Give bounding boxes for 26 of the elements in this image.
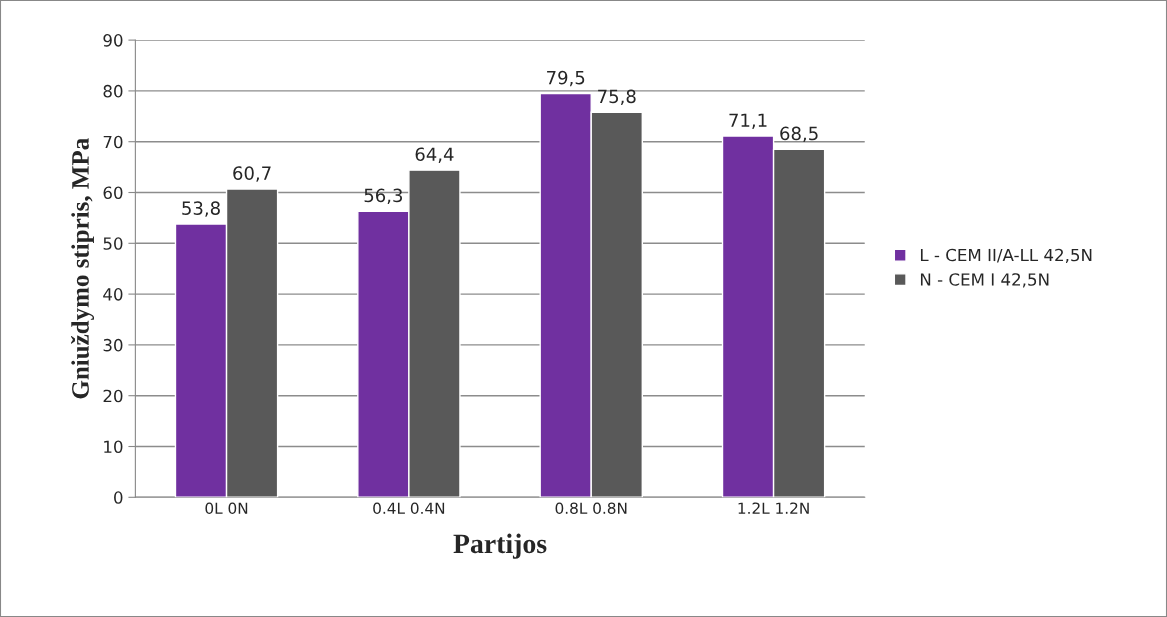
x-tick-label: 0.4L 0.4N	[373, 502, 445, 514]
data-label: 56,3	[364, 188, 403, 205]
y-tick-label: 80	[103, 84, 123, 98]
data-label: 53,8	[182, 201, 220, 217]
y-axis-title: Gniuždymo stipris, MPa	[71, 138, 95, 399]
data-label: 71,1	[729, 113, 767, 129]
y-tick-label: 10	[104, 440, 123, 454]
legend-label: N - CEM I 42,5N	[920, 273, 1049, 288]
y-tick-label: 90	[103, 34, 123, 47]
data-label: 79,5	[547, 70, 585, 87]
data-label: 75,8	[598, 89, 636, 106]
x-tick-label: 0L 0N	[205, 502, 248, 514]
x-axis-title: Partijos	[453, 533, 547, 559]
data-label: 64,4	[415, 147, 454, 163]
data-label: 60,7	[233, 166, 271, 182]
y-tick-label: 20	[103, 389, 123, 403]
legend-label: L - CEM II/A-LL 42,5N	[920, 248, 1092, 264]
y-tick-label: 40	[103, 288, 123, 301]
x-tick-label: 0.8L 0.8N	[555, 502, 627, 514]
y-tick-label: 70	[103, 135, 123, 149]
y-tick-label: 30	[103, 338, 123, 352]
y-tick-label: 50	[103, 237, 123, 250]
y-tick-label: 60	[103, 186, 123, 200]
data-label: 68,5	[780, 126, 818, 143]
y-tick-label: 0	[114, 491, 123, 504]
x-tick-label: 1.2L 1.2N	[738, 502, 809, 514]
